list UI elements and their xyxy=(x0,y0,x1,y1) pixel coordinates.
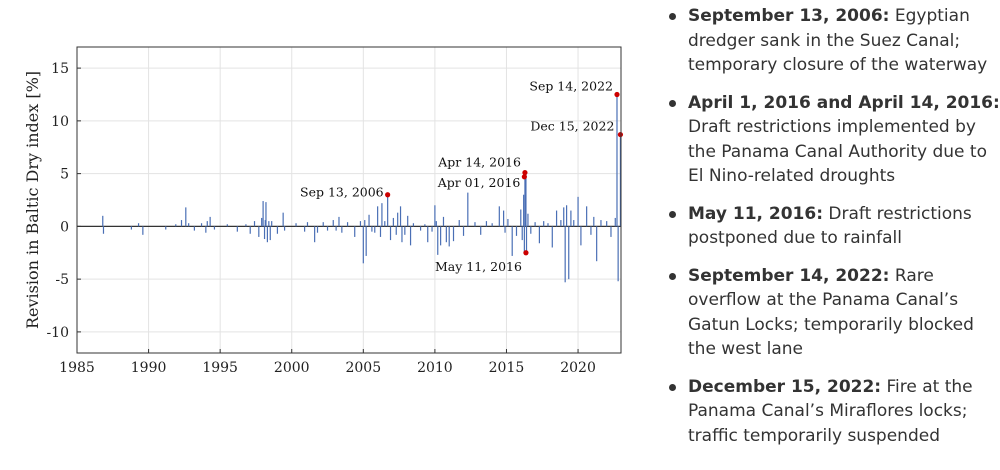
event-item: September 13, 2006: Egyptian dredger san… xyxy=(660,4,1000,78)
plot-frame xyxy=(76,46,622,354)
event-text: Egyptian dredger sank in the Suez Canal;… xyxy=(688,6,988,75)
y-axis-title: Revision in Baltic Dry index [%] xyxy=(23,71,42,329)
plot-background xyxy=(77,47,621,353)
y-tick-label: -10 xyxy=(46,325,69,341)
event-marker xyxy=(385,192,391,198)
event-marker xyxy=(521,174,527,180)
x-tick-label: 2010 xyxy=(417,360,453,376)
event-label: Apr 14, 2016 xyxy=(437,155,521,170)
event-marker xyxy=(617,131,624,138)
event-label: Dec 15, 2022 xyxy=(530,119,614,134)
y-tick-label: 5 xyxy=(60,167,69,183)
event-text: Rare overflow at the Panama Canal’s Gatu… xyxy=(688,265,974,360)
x-tick-label: 1995 xyxy=(202,360,238,376)
event-label: Sep 13, 2006 xyxy=(300,185,384,200)
event-marker xyxy=(522,169,528,176)
x-tick-label: 1985 xyxy=(59,360,95,376)
x-tick-label: 2005 xyxy=(345,360,381,376)
bullet-icon xyxy=(669,210,676,218)
bdi-revision-chart: Sep 13, 2006 Apr 01, 2016 Apr 14, 2016 May … xyxy=(23,46,624,376)
chart-area: Sep 13, 2006 Apr 01, 2016 Apr 14, 2016 May … xyxy=(23,46,624,376)
event-label: May 11, 2016 xyxy=(435,259,522,274)
x-tick-label: 2000 xyxy=(274,360,310,376)
event-marker xyxy=(523,250,529,256)
bullet-icon xyxy=(669,272,676,280)
event-list: September 13, 2006: Egyptian dredger san… xyxy=(660,4,1000,461)
event-text: Fire at the Panama Canal’s Miraflores lo… xyxy=(688,376,973,446)
bullet-icon xyxy=(669,383,676,391)
event-label: Apr 01, 2016 xyxy=(437,175,521,190)
event-date: September 13, 2006: xyxy=(688,6,890,26)
event-date: April 1, 2016 and April 14, 2016: xyxy=(688,92,1000,113)
x-tick-label: 1990 xyxy=(131,360,167,376)
event-date: May 11, 2016: xyxy=(688,203,824,224)
event-item: December 15, 2022: Fire at the Panama Ca… xyxy=(660,375,1000,449)
bullet-icon xyxy=(669,99,676,107)
y-tick-label: -5 xyxy=(55,272,69,288)
event-label: Sep 14, 2022 xyxy=(529,78,613,93)
event-date: December 15, 2022: xyxy=(688,376,882,397)
event-marker xyxy=(614,91,620,98)
y-tick-label: 10 xyxy=(51,114,69,130)
bullet-icon xyxy=(669,13,676,20)
x-tick-label: 2020 xyxy=(560,360,596,376)
event-text: Draft restrictions postponed due to rain… xyxy=(688,203,972,249)
event-item: April 1, 2016 and April 14, 2016: Draft … xyxy=(660,91,1000,189)
event-item: September 14, 2022: Rare overflow at the… xyxy=(660,264,1000,362)
y-tick-label: 0 xyxy=(60,219,69,235)
y-tick-label: 15 xyxy=(51,61,69,77)
event-date: September 14, 2022: xyxy=(688,265,890,286)
event-item: May 11, 2016: Draft restrictions postpon… xyxy=(660,202,1000,251)
x-tick-label: 2015 xyxy=(489,360,525,376)
event-text: Draft restrictions implemented by the Pa… xyxy=(688,117,987,186)
